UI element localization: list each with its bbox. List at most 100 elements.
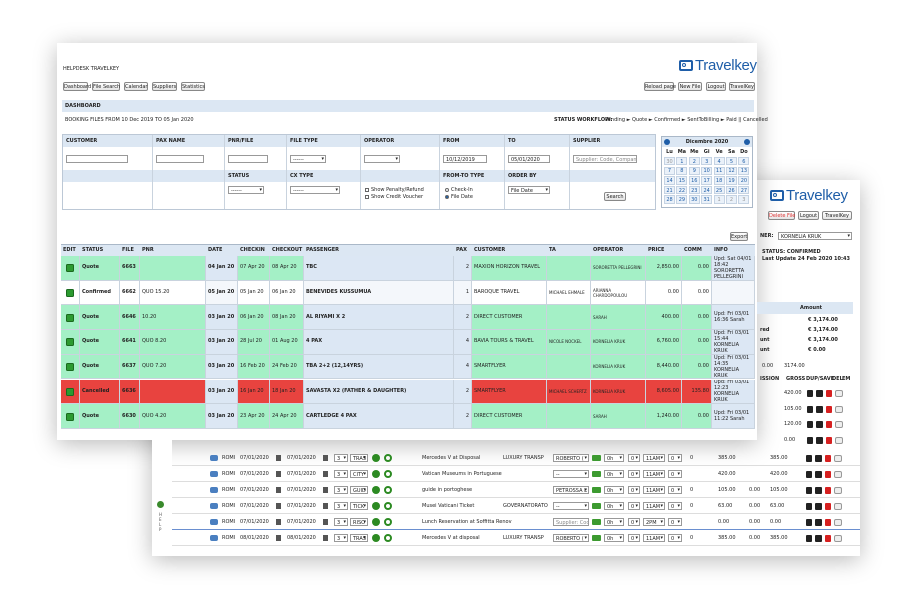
sel-select[interactable]: 0: [668, 518, 682, 526]
mail-icon[interactable]: [835, 405, 843, 413]
supplier-select[interactable]: --: [553, 470, 589, 478]
copy-icon[interactable]: [806, 503, 812, 510]
info-icon[interactable]: [372, 502, 380, 510]
select[interactable]: ------: [290, 186, 340, 194]
save-icon[interactable]: [816, 421, 823, 428]
time-select[interactable]: 11AM: [643, 470, 665, 478]
action-button[interactable]: TravelKey: [729, 82, 755, 91]
nav-button[interactable]: Statistics: [181, 82, 205, 91]
date-input[interactable]: 10/12/2019: [443, 155, 487, 163]
nav-button[interactable]: Dashboard: [63, 82, 92, 91]
info-icon[interactable]: [372, 534, 380, 542]
calendar-date[interactable]: 16: [688, 176, 700, 185]
voucher-icon[interactable]: [592, 519, 601, 525]
calendar-date[interactable]: 14: [664, 176, 675, 185]
button[interactable]: TravelKey: [822, 211, 852, 220]
mail-icon[interactable]: [834, 471, 842, 478]
time-select[interactable]: 11AM: [643, 534, 665, 542]
input[interactable]: [228, 155, 268, 163]
supplier-select[interactable]: --: [553, 502, 589, 510]
calendar-date[interactable]: 30: [664, 157, 675, 166]
save-icon[interactable]: [816, 390, 823, 397]
copy-icon[interactable]: [807, 390, 813, 397]
calendar-date[interactable]: 22: [676, 185, 688, 195]
edit-icon[interactable]: [66, 412, 74, 421]
calendar-date[interactable]: 17: [701, 176, 713, 185]
pax-select[interactable]: 3: [334, 486, 348, 494]
calendar-date[interactable]: 11: [713, 166, 725, 175]
edit-icon[interactable]: [66, 313, 74, 322]
calendar-date[interactable]: 24: [701, 185, 713, 195]
supplier-select[interactable]: PETROSSA L: [553, 486, 589, 494]
calendar-date[interactable]: 20: [738, 176, 750, 185]
calendar-date[interactable]: 4: [713, 157, 725, 166]
checkbox[interactable]: [365, 195, 369, 199]
copy-icon[interactable]: [806, 455, 812, 462]
delete-icon[interactable]: [825, 471, 831, 478]
search-icon[interactable]: [384, 502, 392, 510]
calendar-date[interactable]: 27: [738, 185, 750, 195]
calendar-date[interactable]: 2: [688, 157, 700, 166]
nav-button[interactable]: File Search: [92, 82, 121, 91]
dur-select[interactable]: 0h: [604, 502, 624, 510]
copy-icon[interactable]: [806, 487, 812, 494]
info-icon[interactable]: [372, 454, 380, 462]
mail-icon[interactable]: [834, 487, 842, 494]
save-icon[interactable]: [815, 455, 822, 462]
time-select[interactable]: 11AM: [643, 502, 665, 510]
dur-select[interactable]: 0h: [604, 486, 624, 494]
code-select[interactable]: CITY: [350, 470, 368, 478]
save-icon[interactable]: [816, 436, 823, 444]
calendar-date[interactable]: 7: [664, 166, 675, 175]
supplier-input[interactable]: Supplier: Code, C: [553, 518, 589, 526]
delete-icon[interactable]: [826, 421, 832, 428]
code-select[interactable]: TRAS: [350, 534, 368, 542]
edit-icon[interactable]: [66, 264, 74, 273]
code-select[interactable]: GUID: [350, 486, 368, 494]
mail-icon[interactable]: [834, 519, 842, 526]
voucher-icon[interactable]: [592, 471, 601, 477]
delete-icon[interactable]: [825, 487, 831, 494]
copy-icon[interactable]: [806, 471, 812, 478]
sel-select[interactable]: 0: [668, 470, 682, 478]
code-select[interactable]: TRAS: [350, 454, 368, 462]
calendar-date[interactable]: 3: [701, 157, 713, 166]
calendar-date[interactable]: 28: [664, 195, 675, 204]
delete-icon[interactable]: [826, 436, 832, 444]
radio[interactable]: [445, 195, 449, 199]
calendar-date[interactable]: 3: [738, 195, 750, 204]
calendar-date[interactable]: 10: [701, 166, 713, 175]
copy-icon[interactable]: [807, 421, 813, 428]
calendar-date[interactable]: 8: [676, 166, 688, 175]
voucher-icon[interactable]: [592, 535, 601, 541]
calendar-date[interactable]: 13: [738, 166, 750, 175]
voucher-icon[interactable]: [592, 487, 601, 493]
search-icon[interactable]: [384, 518, 392, 526]
delete-icon[interactable]: [825, 455, 831, 462]
code-select[interactable]: RISO: [350, 518, 368, 526]
pax-select[interactable]: 3: [334, 518, 348, 526]
copy-icon[interactable]: [807, 405, 813, 413]
search-icon[interactable]: [384, 534, 392, 542]
calendar-date[interactable]: 1: [713, 195, 725, 204]
calendar-date[interactable]: 9: [688, 166, 700, 175]
save-icon[interactable]: [816, 405, 823, 413]
sel-select[interactable]: 0: [668, 534, 682, 542]
calendar-date[interactable]: 18: [713, 176, 725, 185]
time-select[interactable]: 2PM: [643, 518, 665, 526]
pax-select[interactable]: 3: [334, 470, 348, 478]
search-icon[interactable]: [384, 486, 392, 494]
min-select[interactable]: 0: [628, 454, 640, 462]
select[interactable]: ------: [290, 155, 326, 163]
mail-icon[interactable]: [834, 503, 842, 510]
dur-select[interactable]: 0h: [604, 470, 624, 478]
dur-select[interactable]: 0h: [604, 534, 624, 542]
save-icon[interactable]: [815, 487, 822, 494]
mail-icon[interactable]: [834, 535, 842, 542]
info-icon[interactable]: [372, 486, 380, 494]
search-icon[interactable]: [384, 470, 392, 478]
action-button[interactable]: Logout: [706, 82, 726, 91]
copy-icon[interactable]: [807, 436, 813, 444]
input[interactable]: [156, 155, 204, 163]
calendar-date[interactable]: 31: [701, 195, 713, 204]
